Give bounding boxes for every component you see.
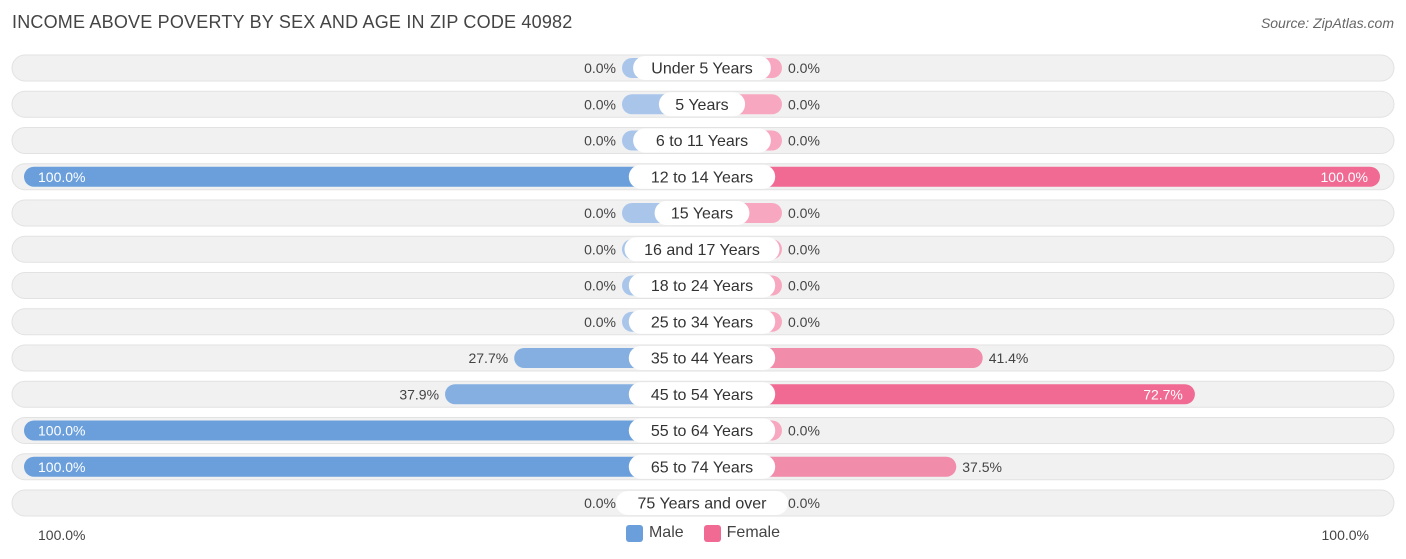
category-label: 65 to 74 Years	[651, 459, 753, 476]
male-value-label: 0.0%	[584, 314, 616, 330]
legend-swatch-female	[703, 524, 721, 542]
category-label: 55 to 64 Years	[651, 423, 753, 440]
male-value-label: 100.0%	[38, 423, 85, 439]
category-label: Under 5 Years	[651, 61, 752, 78]
category-label: 18 to 24 Years	[651, 278, 753, 295]
female-value-label: 72.7%	[1143, 386, 1183, 402]
category-pill	[628, 454, 776, 479]
female-value-label: 37.5%	[962, 459, 1002, 475]
source-label: Source: ZipAtlas.com	[1260, 15, 1394, 31]
male-value-label: 0.0%	[584, 241, 616, 257]
category-pill	[628, 273, 776, 298]
male-value-label: 100.0%	[38, 459, 85, 475]
female-value-label: 0.0%	[788, 278, 820, 294]
male-bar	[24, 456, 702, 477]
female-value-label: 41.4%	[989, 350, 1029, 366]
category-pill	[624, 237, 780, 262]
category-pill	[633, 56, 771, 80]
male-value-label: 0.0%	[584, 278, 616, 294]
axis-left-label: 100.0%	[38, 527, 86, 543]
category-label: 5 Years	[675, 97, 728, 114]
category-pill	[615, 491, 789, 515]
category-pill	[628, 418, 776, 443]
female-bar	[702, 166, 1380, 187]
legend: Male Female	[0, 524, 1406, 542]
category-label: 16 and 17 Years	[644, 242, 760, 259]
category-label: 45 to 54 Years	[651, 387, 753, 404]
axis-right-label: 100.0%	[1321, 527, 1369, 543]
male-value-label: 27.7%	[468, 350, 508, 366]
male-value-label: 37.9%	[399, 386, 439, 402]
female-bar	[702, 384, 1195, 405]
female-value-label: 0.0%	[788, 60, 820, 76]
category-pill	[628, 346, 776, 370]
category-label: 35 to 44 Years	[651, 351, 753, 368]
category-label: 25 to 34 Years	[651, 314, 753, 331]
male-value-label: 0.0%	[584, 60, 616, 76]
category-pill	[628, 309, 776, 334]
category-pill	[654, 201, 750, 225]
category-pill	[633, 128, 771, 153]
female-value-label: 0.0%	[788, 205, 820, 221]
male-value-label: 100.0%	[38, 169, 85, 185]
category-pill	[628, 382, 776, 407]
female-value-label: 0.0%	[788, 96, 820, 112]
male-value-label: 0.0%	[584, 96, 616, 112]
legend-item-male[interactable]: Male	[625, 524, 684, 542]
female-value-label: 0.0%	[788, 495, 820, 511]
legend-label-male: Male	[648, 524, 684, 541]
female-value-label: 0.0%	[788, 423, 820, 439]
category-label: 75 Years and over	[638, 496, 768, 513]
male-value-label: 0.0%	[584, 133, 616, 149]
category-label: 15 Years	[671, 206, 733, 223]
male-value-label: 0.0%	[584, 205, 616, 221]
category-label: 6 to 11 Years	[656, 133, 748, 150]
male-bar	[24, 420, 702, 441]
chart-canvas: 0.0% 0.0% Under 5 Years 0.0% 0.0% 5 Years 0.0%…	[11, 54, 1395, 517]
female-value-label: 0.0%	[788, 133, 820, 149]
category-pill	[628, 164, 776, 189]
female-value-label: 0.0%	[788, 241, 820, 257]
category-label: 12 to 14 Years	[651, 169, 753, 186]
male-value-label: 0.0%	[584, 495, 616, 511]
legend-item-female[interactable]: Female	[703, 524, 781, 542]
male-bar	[24, 166, 702, 187]
legend-label-female: Female	[726, 524, 781, 541]
category-pill	[658, 92, 746, 117]
chart-title: INCOME ABOVE POVERTY BY SEX AND AGE IN Z…	[12, 12, 573, 32]
legend-swatch-male	[625, 524, 643, 542]
female-value-label: 100.0%	[1321, 169, 1368, 185]
female-value-label: 0.0%	[788, 314, 820, 330]
